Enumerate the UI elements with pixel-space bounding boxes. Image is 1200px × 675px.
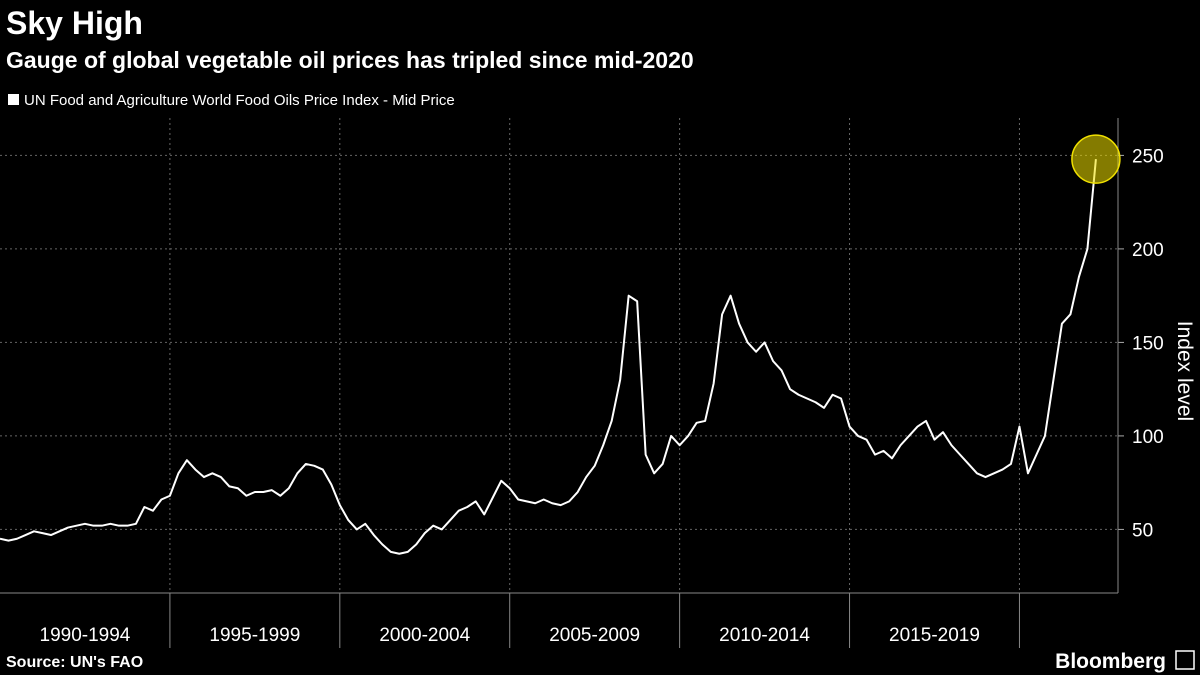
brand-icon — [1175, 650, 1195, 670]
x-period-label: 2010-2014 — [719, 625, 810, 646]
source: Source: UN's FAO — [6, 654, 143, 671]
chart-subtitle: Gauge of global vegetable oil prices has… — [6, 47, 694, 73]
y-tick-label: 150 — [1132, 333, 1164, 354]
legend-label: UN Food and Agriculture World Food Oils … — [24, 92, 455, 109]
highlight-point — [1071, 134, 1121, 184]
y-tick-label: 200 — [1132, 240, 1164, 261]
brand: Bloomberg — [1055, 650, 1166, 673]
chart-title: Sky High — [6, 5, 143, 41]
x-period-label: 2000-2004 — [379, 625, 470, 646]
x-period-label: 1990-1994 — [40, 625, 131, 646]
y-axis-label: Index level — [1173, 321, 1196, 421]
x-period-label: 2005-2009 — [549, 625, 640, 646]
y-tick-label: 250 — [1132, 146, 1164, 167]
data-line — [0, 159, 1097, 555]
y-tick-label: 50 — [1132, 520, 1153, 541]
x-period-label: 2015-2019 — [889, 625, 980, 646]
legend-swatch — [8, 94, 19, 105]
x-period-label: 1995-1999 — [209, 625, 300, 646]
y-tick-label: 100 — [1132, 427, 1164, 448]
